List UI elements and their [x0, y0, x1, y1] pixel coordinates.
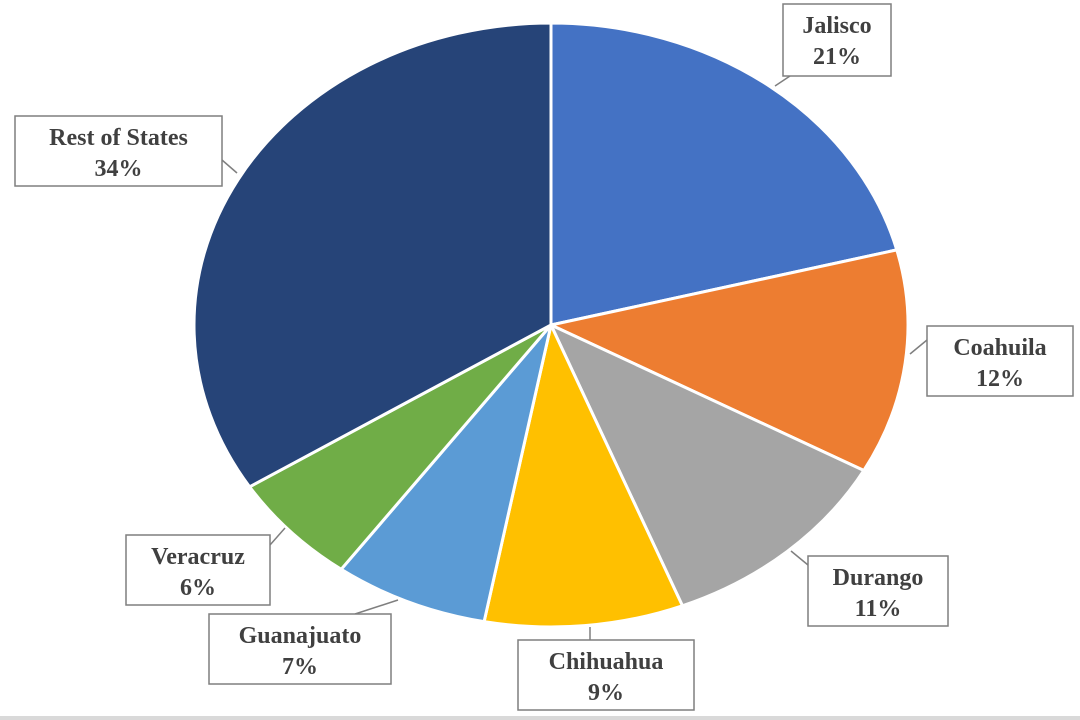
- callout-leader-veracruz: [269, 527, 286, 546]
- pie-slice-veracruz: [247, 323, 553, 572]
- percent-label: 7%: [282, 654, 318, 680]
- pie-slice-jalisco: [549, 21, 899, 327]
- percent-label: 34%: [95, 156, 143, 182]
- callout-leader-durango: [790, 550, 809, 566]
- callout-box: [14, 115, 223, 187]
- callout-leader-jalisco: [774, 75, 791, 87]
- category-label: Coahuila: [953, 335, 1046, 361]
- percent-label: 21%: [813, 44, 861, 70]
- bottom-divider: [0, 716, 1080, 720]
- callout-leader-coahuila: [909, 339, 928, 355]
- callout-leader-guanajuato: [354, 599, 399, 615]
- percent-label: 6%: [180, 575, 216, 601]
- callout-labels: Jalisco 21% Coahuila 12% Durango 11% Chihuahua…: [14, 3, 1074, 711]
- callout-durango: Durango 11%: [807, 555, 949, 627]
- category-label: Rest of States: [49, 125, 188, 151]
- pie-slice-durango: [547, 321, 867, 608]
- category-label: Veracruz: [151, 544, 245, 570]
- category-label: Durango: [833, 565, 924, 591]
- pie-slice-guanajuato: [338, 324, 553, 624]
- callout-chihuahua: Chihuahua 9%: [517, 639, 695, 711]
- callout-coahuila: Coahuila 12%: [926, 325, 1074, 397]
- pie-slice-rest-of-states: [192, 21, 553, 489]
- callout-guanajuato: Guanajuato 7%: [208, 613, 392, 685]
- callout-veracruz: Veracruz 6%: [125, 534, 271, 606]
- callout-box: [208, 613, 392, 685]
- callout-box: [782, 3, 892, 77]
- category-label: Chihuahua: [549, 649, 664, 675]
- callout-box: [807, 555, 949, 627]
- callout-box: [926, 325, 1074, 397]
- category-label: Guanajuato: [239, 623, 362, 649]
- pie-slice-coahuila: [546, 248, 910, 473]
- percent-label: 9%: [588, 680, 624, 706]
- callout-leader-rest-of-states: [221, 159, 238, 174]
- pie-slice-chihuahua: [482, 320, 685, 629]
- pie-slices: [192, 21, 910, 629]
- callout-box: [125, 534, 271, 606]
- percent-label: 11%: [855, 596, 902, 622]
- callout-jalisco: Jalisco 21%: [782, 3, 892, 77]
- percent-label: 12%: [976, 366, 1024, 392]
- callout-leaders: [221, 75, 928, 640]
- callout-rest-of-states: Rest of States 34%: [14, 115, 223, 187]
- category-label: Jalisco: [802, 13, 871, 39]
- callout-box: [517, 639, 695, 711]
